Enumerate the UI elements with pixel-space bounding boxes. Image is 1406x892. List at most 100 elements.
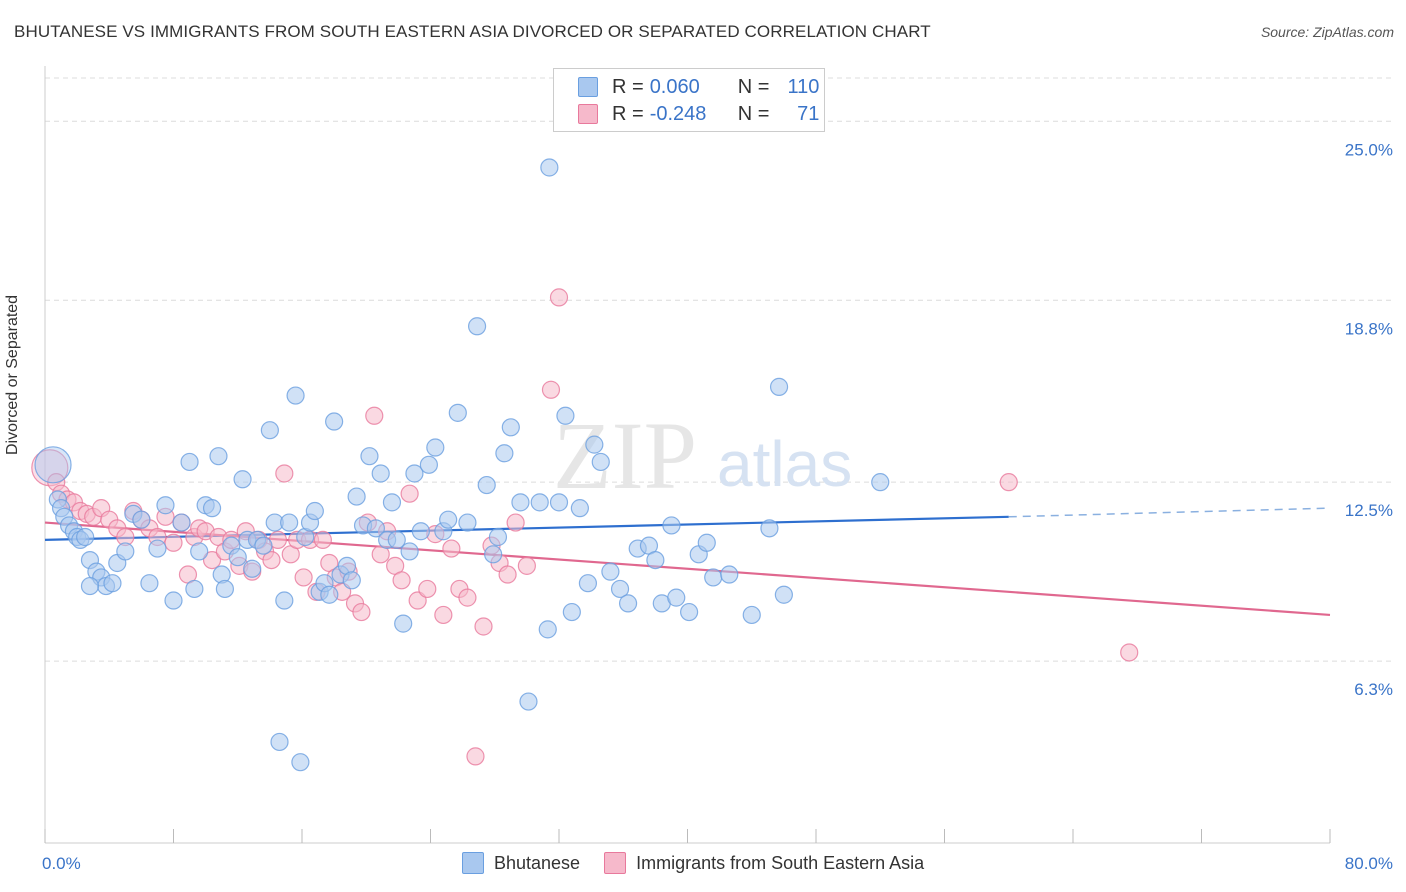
data-point — [426, 438, 445, 457]
data-point — [458, 588, 477, 607]
data-point — [477, 475, 496, 495]
legend-n-value: 110 — [787, 75, 820, 98]
data-point — [667, 588, 686, 607]
data-point — [80, 576, 100, 596]
data-point — [202, 499, 222, 518]
data-point — [742, 605, 761, 625]
data-point — [601, 562, 620, 581]
data-point — [484, 545, 503, 564]
data-point — [556, 406, 575, 425]
data-point — [180, 452, 199, 472]
data-point — [148, 539, 167, 558]
data-point — [190, 542, 209, 561]
legend-swatch-bhutanese — [578, 77, 598, 97]
data-point — [291, 753, 310, 772]
data-point — [618, 594, 638, 613]
data-point — [366, 519, 385, 538]
data-point — [1120, 643, 1139, 662]
data-point — [488, 527, 508, 547]
data-point — [591, 452, 610, 472]
data-point — [400, 542, 419, 561]
data-point — [439, 510, 458, 529]
data-point — [164, 533, 183, 552]
stats-legend: R = 0.060 N = 110 R = -0.248 N = 71 — [553, 68, 825, 132]
data-point — [466, 747, 485, 766]
data-point — [419, 455, 438, 474]
legend-label: Bhutanese — [494, 852, 581, 873]
data-point — [325, 412, 344, 431]
data-point — [305, 501, 324, 521]
legend-n-label: N = — [737, 75, 770, 98]
legend-row-bhutanese: R = 0.060 N = 110 — [578, 74, 819, 100]
data-point — [347, 487, 366, 506]
y-tick-label: 25.0% — [1345, 140, 1393, 159]
data-point — [365, 406, 384, 425]
data-point — [549, 288, 569, 307]
data-point — [448, 403, 467, 422]
data-point — [394, 614, 413, 633]
data-point — [434, 605, 453, 625]
data-point — [442, 539, 461, 558]
data-point — [498, 565, 517, 584]
data-point — [517, 556, 536, 575]
source-label: Source: ZipAtlas.com — [1260, 24, 1394, 40]
legend-item-sea[interactable]: Immigrants from South Eastern Asia — [604, 852, 924, 874]
data-point — [562, 602, 581, 622]
data-point — [164, 591, 183, 610]
data-point — [202, 550, 222, 570]
legend-r-label: R = — [612, 75, 644, 98]
y-tick-label: 6.3% — [1354, 680, 1393, 699]
y-tick-label: 18.8% — [1345, 319, 1393, 338]
legend-n-value: 71 — [797, 102, 820, 125]
tick-labels: 6.3% 12.5% 18.8% 25.0% 0.0% 80.0% — [42, 140, 1393, 873]
data-point — [116, 542, 135, 561]
data-point — [570, 499, 589, 518]
data-point — [538, 620, 557, 639]
data-point — [530, 493, 549, 512]
data-point — [411, 522, 430, 541]
legend-item-bhutanese[interactable]: Bhutanese — [462, 852, 580, 874]
data-point — [405, 464, 424, 483]
data-point — [774, 585, 793, 604]
legend-r-value: 0.060 — [649, 75, 700, 98]
data-point — [540, 158, 559, 177]
legend-r-label: R = — [612, 102, 644, 125]
legend-swatch — [462, 852, 484, 874]
data-point — [254, 536, 273, 555]
data-point — [172, 513, 191, 532]
axes — [44, 66, 1331, 844]
data-point — [697, 533, 716, 552]
series-legend: Bhutanese Immigrants from South Eastern … — [462, 852, 948, 874]
data-point — [140, 574, 159, 593]
data-points — [31, 158, 1139, 772]
data-point — [400, 484, 419, 503]
data-point — [541, 380, 561, 399]
data-point — [511, 493, 530, 512]
data-point — [320, 585, 339, 604]
data-point — [382, 493, 402, 512]
data-point — [474, 617, 493, 636]
legend-row-sea: R = -0.248 N = 71 — [578, 101, 819, 127]
data-point — [467, 317, 487, 336]
watermark: ZIP atlas — [553, 402, 852, 509]
data-point — [215, 579, 234, 599]
legend-swatch-sea — [578, 104, 598, 124]
data-point — [519, 692, 538, 711]
data-point — [662, 516, 681, 535]
data-point — [156, 496, 175, 515]
series-bhutanese — [34, 158, 890, 772]
data-point — [233, 470, 252, 489]
y-tick-label: 12.5% — [1345, 501, 1393, 520]
data-point — [275, 591, 294, 610]
data-point — [360, 447, 379, 466]
data-point — [34, 446, 72, 484]
data-point — [352, 602, 371, 622]
data-point — [871, 473, 890, 492]
x-tick-label-max: 80.0% — [1345, 854, 1393, 873]
y-axis-label: Divorced or Separated — [4, 294, 21, 455]
data-point — [103, 574, 122, 593]
data-point — [418, 579, 437, 599]
data-point — [680, 602, 699, 622]
legend-r-value: -0.248 — [649, 102, 707, 125]
data-point — [185, 579, 204, 599]
